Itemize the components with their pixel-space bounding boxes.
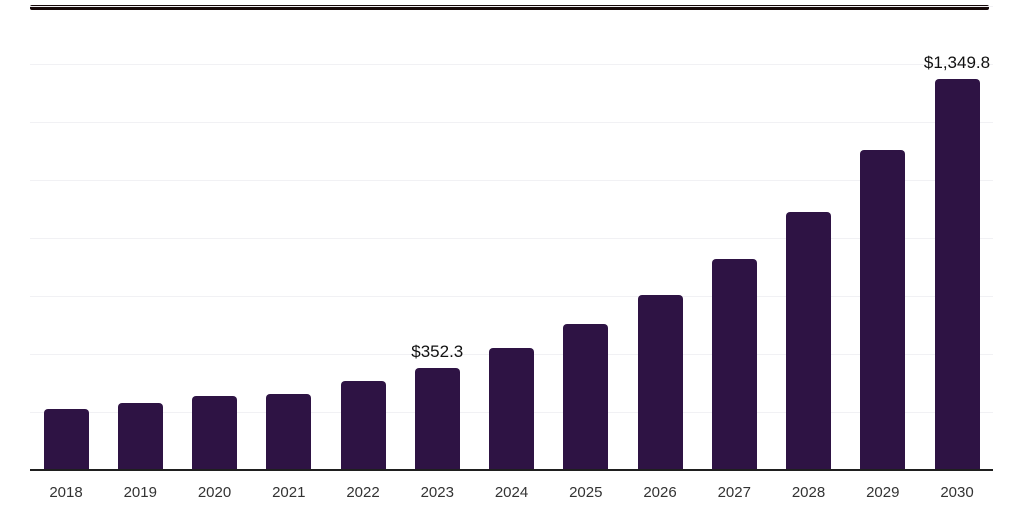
x-axis-line [30,469,993,471]
bar-value-label: $1,349.8 [923,52,991,72]
top-bar [30,5,989,10]
x-axis-label: 2020 [197,484,232,501]
bar-2018[interactable] [43,408,89,470]
bar-2030[interactable] [934,78,980,470]
x-axis-label: 2018 [49,484,83,501]
x-axis-label: 2029 [866,484,900,501]
bar-2022[interactable] [340,380,386,470]
x-axis-label: 2027 [717,484,751,501]
bar-2028[interactable] [786,211,831,470]
bar-2025[interactable] [563,323,609,470]
x-axis-label: 2025 [569,484,603,501]
x-axis-label: 2019 [123,484,157,501]
x-axis-label: 2026 [643,484,677,501]
gridline [30,64,993,65]
x-axis-label: 2024 [494,484,529,501]
bar-2026[interactable] [637,294,683,470]
x-axis-label: 2028 [791,484,826,501]
x-axis-label: 2021 [272,484,306,501]
x-axis-label: 2030 [940,484,974,501]
gridline [30,296,993,297]
bar-2024[interactable] [489,347,534,470]
gridline [30,122,993,123]
bar-2027[interactable] [711,258,757,470]
gridline [30,180,993,181]
bar-2023[interactable] [414,367,460,470]
bar-2020[interactable] [192,395,237,470]
bar-2021[interactable] [266,393,312,470]
x-axis-label: 2023 [420,484,454,501]
gridline [30,6,993,7]
x-axis-label: 2022 [346,484,380,501]
bar-2029[interactable] [860,150,906,470]
bar-2019[interactable] [117,402,163,470]
bar-value-label: $352.3 [411,341,464,361]
gridline [30,238,993,239]
